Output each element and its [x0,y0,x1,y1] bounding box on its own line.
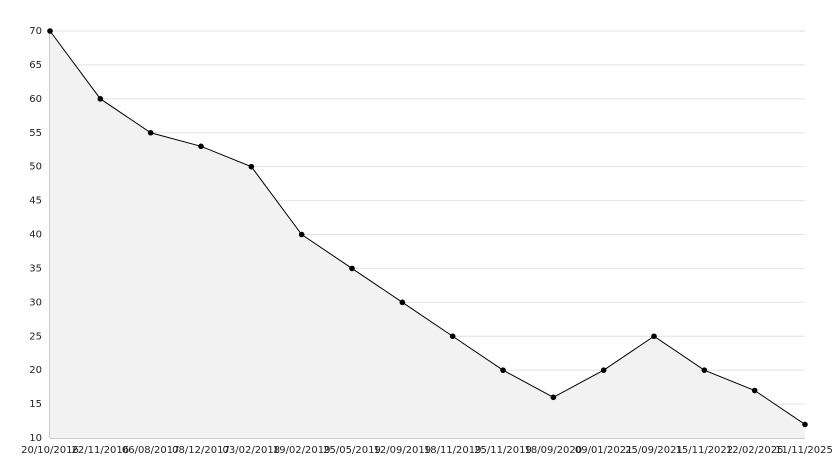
x-tick-label: 15/11/2022 [676,445,734,456]
marker [802,421,808,428]
y-tick-label: 20 [29,365,42,376]
y-tick-label: 35 [29,263,42,274]
x-tick-label: 18/11/2019 [424,445,482,456]
marker [449,333,456,340]
marker [550,394,557,401]
x-tick-label: 19/02/2019 [273,445,331,456]
marker [47,28,53,34]
y-tick-label: 70 [29,26,42,37]
marker [600,367,607,373]
y-tick-label: 60 [29,94,42,105]
x-tick-label: 12/09/2019 [374,445,432,456]
x-tick-label: 18/09/2020 [525,445,583,456]
y-tick-label: 55 [29,128,42,139]
y-tick-label: 15 [29,399,42,410]
x-tick-label: 25/11/2019 [474,445,532,456]
x-tick-label: 25/05/2019 [323,445,381,456]
area-fill [50,31,805,438]
x-tick-label: 03/02/2018 [223,445,281,456]
marker [751,387,758,394]
x-tick-label: 20/10/2016 [21,445,79,456]
y-tick-label: 45 [29,196,42,207]
marker [97,96,104,102]
x-tick-label: 11/11/2025 [775,445,833,456]
y-tick-label: 10 [29,433,42,444]
y-tick-label: 30 [29,297,42,308]
marker [399,299,406,306]
marker [349,265,355,272]
marker [500,367,506,373]
y-tick-label: 65 [29,60,42,71]
marker [147,129,154,136]
marker [701,367,708,373]
x-tick-label: 06/08/2017 [122,445,180,456]
y-tick-label: 25 [29,331,42,342]
marker [298,231,305,238]
x-tick-label: 25/09/2021 [625,445,683,456]
x-tick-label: 08/12/2017 [172,445,230,456]
marker [198,143,204,150]
y-tick-label: 50 [29,162,42,173]
y-tick-label: 40 [29,230,42,241]
marker [248,163,255,170]
line [49,30,806,425]
x-tick-label: 12/02/2025 [726,445,784,456]
marker [651,333,657,340]
x-tick-label: 22/11/2016 [72,445,130,456]
x-tick-label: 09/01/2021 [575,445,633,456]
